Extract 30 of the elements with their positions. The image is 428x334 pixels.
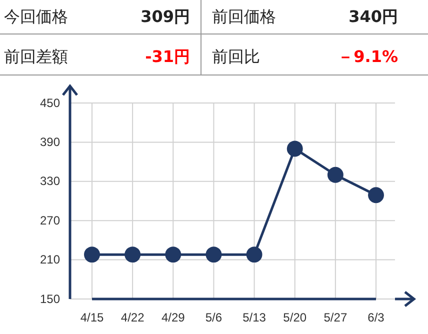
y-tick-label: 330 <box>40 174 60 188</box>
x-tick-label: 6/3 <box>368 310 385 325</box>
text: 今回価格 <box>4 7 68 26</box>
x-tick-label: 4/15 <box>80 310 104 325</box>
x-tick-label: 5/27 <box>324 310 348 325</box>
point <box>327 166 344 183</box>
point <box>84 246 100 263</box>
y-tick-label: 270 <box>40 213 60 228</box>
text: 前回比 <box>212 47 260 66</box>
y-tick-label: 150 <box>40 292 60 306</box>
x-tick-label: 5/6 <box>205 310 222 325</box>
x-tick-label: 5/13 <box>242 310 266 325</box>
text: －9.1% <box>338 47 398 66</box>
x-tick-label: 4/22 <box>120 310 145 325</box>
text: 309円 <box>140 7 190 26</box>
point <box>124 246 141 263</box>
y-tick-label: 390 <box>40 135 60 150</box>
x-tick-label: 5/20 <box>283 310 307 325</box>
text: 340円 <box>348 7 398 26</box>
y-tick-label: 450 <box>40 96 60 110</box>
point <box>165 246 182 263</box>
point <box>206 246 222 263</box>
x-tick-label: 4/29 <box>161 310 186 325</box>
point <box>286 140 303 157</box>
text: 前回価格 <box>212 7 276 26</box>
point <box>246 246 262 263</box>
y-tick-label: 210 <box>40 252 60 267</box>
point <box>368 187 384 204</box>
text: -31円 <box>145 47 190 66</box>
text: 前回差額 <box>4 47 68 66</box>
